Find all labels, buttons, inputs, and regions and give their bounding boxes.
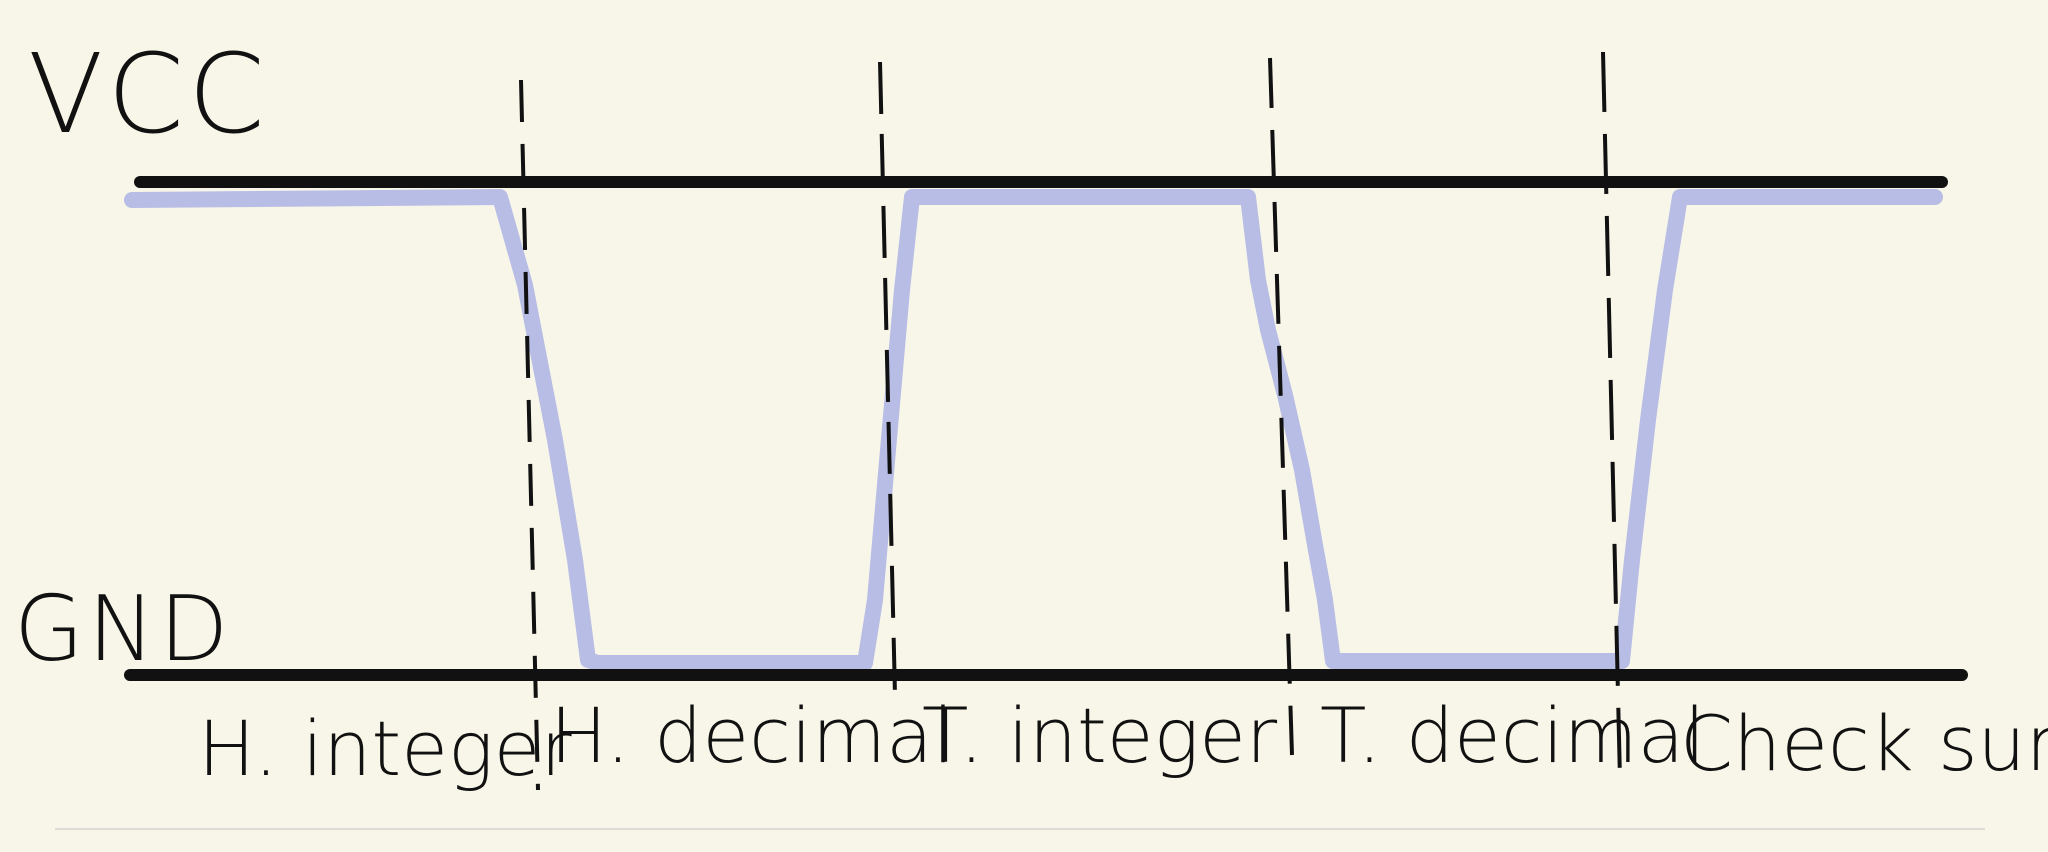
segment-label-t-integer: T. integer xyxy=(922,691,1278,780)
vcc-label: VCC xyxy=(28,30,269,158)
segment-label-h-integer: H. integer xyxy=(198,704,572,793)
segment-label-t-decimal: T. decimal xyxy=(1320,691,1705,780)
segment-label-h-decimal: H. decimal xyxy=(550,691,954,780)
segment-divider xyxy=(1601,51,1622,781)
signal-waveform xyxy=(124,189,1943,671)
segment-divider xyxy=(519,79,540,791)
segment-divider xyxy=(1268,57,1294,756)
segment-divider xyxy=(878,61,897,696)
segment-label-check-sum: Check sum xyxy=(1680,699,2048,788)
gnd-label: GND xyxy=(14,577,232,682)
